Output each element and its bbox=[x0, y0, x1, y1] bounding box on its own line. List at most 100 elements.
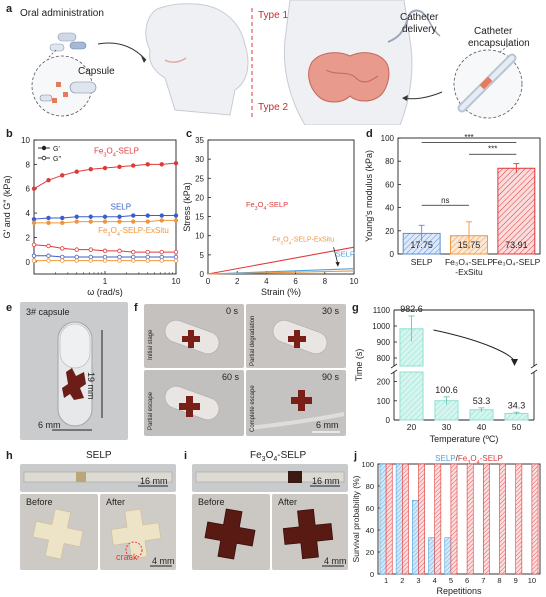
c-label-fe-selp-part: -SELP bbox=[266, 200, 288, 209]
chart-g-escape-time: 0 100 200 800 900 1000 1100 Time (s) Temperature… bbox=[354, 304, 538, 444]
j-category-label: 3 bbox=[416, 576, 420, 585]
b-data-point bbox=[145, 162, 150, 167]
b-data-point bbox=[159, 218, 164, 223]
c-label-fe-selp-exsitu-part: -SELP-ExSitu bbox=[291, 236, 334, 243]
j-category-label: 9 bbox=[514, 576, 518, 585]
b-legend-label: G′ bbox=[53, 146, 60, 153]
b-xtick-label: 10 bbox=[172, 277, 181, 286]
c-label-fe-selp-part: 3 bbox=[255, 206, 258, 212]
panel-label-d: d bbox=[366, 128, 373, 140]
b-data-point bbox=[60, 220, 65, 226]
c-ytick-label: 5 bbox=[200, 251, 205, 260]
selp-drawings bbox=[23, 471, 173, 567]
g-value-label: 100.6 bbox=[435, 385, 458, 395]
b-data-point bbox=[159, 249, 164, 255]
d-ylabel: Young's modulus (kPa) bbox=[364, 150, 374, 242]
b-data-point bbox=[159, 254, 164, 260]
b-data-point bbox=[102, 219, 108, 224]
panel-label-e: e bbox=[6, 302, 13, 314]
b-data-point bbox=[46, 243, 51, 249]
b-label-fe-selp-part: Fe bbox=[94, 146, 104, 155]
g-break-mark bbox=[390, 363, 398, 369]
j-category-label: 8 bbox=[497, 576, 501, 585]
b-data-point bbox=[173, 218, 179, 223]
panel-label-j: j bbox=[354, 450, 358, 462]
d-ytick-label: 80 bbox=[385, 157, 394, 166]
c-xtick-label: 10 bbox=[350, 277, 359, 286]
g-value-label: 53.3 bbox=[473, 396, 491, 406]
b-data-point bbox=[173, 254, 179, 260]
j-category-label: 7 bbox=[481, 576, 485, 585]
capsule-drawing bbox=[52, 321, 103, 431]
g-ytick-label: 900 bbox=[377, 338, 391, 347]
b-data-point bbox=[117, 248, 122, 254]
c-series-line bbox=[207, 246, 355, 275]
b-ytick-label: 6 bbox=[26, 185, 31, 194]
j-category-label: 2 bbox=[400, 576, 404, 585]
panel-label-f: f bbox=[134, 302, 138, 314]
b-label-fe-selp-exsitu-part: 3 bbox=[107, 232, 110, 238]
c-label-fe-selp-exsitu-part: O bbox=[283, 236, 289, 243]
selp-before-label: Before bbox=[26, 497, 53, 507]
j-ytick-label: 20 bbox=[366, 548, 374, 557]
b-label-fe-selp-exsitu-part: O bbox=[111, 226, 117, 235]
j-bar bbox=[395, 463, 403, 575]
c-xtick-label: 8 bbox=[323, 277, 328, 286]
b-data-point bbox=[60, 258, 65, 263]
j-legend-part: 3 bbox=[467, 460, 470, 466]
b-data-point bbox=[88, 214, 93, 219]
c-label-fe-selp-part: O bbox=[258, 200, 264, 209]
panel-label-c: c bbox=[186, 128, 193, 140]
b-data-point bbox=[131, 254, 136, 260]
j-bar bbox=[450, 463, 458, 575]
b-ytick-label: 4 bbox=[26, 209, 31, 218]
d-ytick-label: 0 bbox=[390, 250, 395, 259]
d-value-label: 15.75 bbox=[458, 240, 481, 250]
g-break-mark bbox=[390, 369, 398, 375]
b-xtick-label: 1 bbox=[103, 277, 108, 286]
panel-i-title-sub2: 4 bbox=[273, 456, 278, 463]
time-60s: 60 s bbox=[222, 372, 240, 382]
b-label-fe-selp-exsitu-part: 4 bbox=[117, 232, 120, 238]
d-significance-label: *** bbox=[464, 133, 473, 142]
b-xlabel: ω (rad/s) bbox=[87, 287, 123, 297]
b-data-point bbox=[31, 253, 37, 258]
c-axes-frame bbox=[207, 139, 355, 275]
c-annotation-arrow bbox=[333, 247, 339, 265]
panel-label-i: i bbox=[184, 450, 188, 462]
j-legend-part: O bbox=[470, 454, 476, 463]
b-data-point bbox=[131, 213, 136, 218]
scale-19mm: 19 mm bbox=[86, 372, 96, 400]
panel-label-g: g bbox=[352, 302, 359, 314]
b-data-point bbox=[145, 254, 150, 260]
c-label-fe-selp: Fe3O4-SELP bbox=[246, 200, 288, 212]
b-data-point bbox=[88, 167, 93, 172]
b-data-point bbox=[145, 249, 150, 255]
g-ytick-label: 100 bbox=[377, 397, 391, 406]
arrow-to-mouth bbox=[97, 42, 147, 61]
b-ytick-label: 0 bbox=[26, 258, 31, 267]
b-data-point bbox=[117, 164, 122, 169]
capsule-label: Capsule bbox=[78, 66, 115, 77]
g-ytick-label: 0 bbox=[386, 416, 391, 425]
torso-illustration bbox=[283, 0, 413, 125]
panel-i-title: Fe3O4-SELP bbox=[250, 450, 306, 463]
d-category-label: SELP bbox=[411, 257, 433, 267]
fe-selp-scale-16mm: 16 mm bbox=[312, 476, 340, 486]
j-category-label: 4 bbox=[433, 576, 437, 585]
d-significance-label: ns bbox=[441, 196, 449, 205]
selp-after-label: After bbox=[106, 497, 126, 507]
g-value-label: 34.3 bbox=[508, 400, 526, 410]
panel-i-title-o: O bbox=[265, 450, 274, 461]
panel-a-schematic bbox=[31, 0, 523, 125]
d-value-label: 17.75 bbox=[410, 240, 433, 250]
b-data-point bbox=[102, 248, 108, 254]
scale-6mm-f: 6 mm bbox=[316, 420, 339, 430]
b-label-fe-selp-part: O bbox=[106, 146, 112, 155]
c-xtick-label: 4 bbox=[264, 277, 269, 286]
b-data-point bbox=[159, 213, 164, 218]
b-data-point bbox=[46, 258, 51, 263]
j-bar bbox=[499, 463, 506, 575]
panel-label-a: a bbox=[6, 3, 13, 15]
j-ytick-label: 60 bbox=[366, 504, 374, 513]
